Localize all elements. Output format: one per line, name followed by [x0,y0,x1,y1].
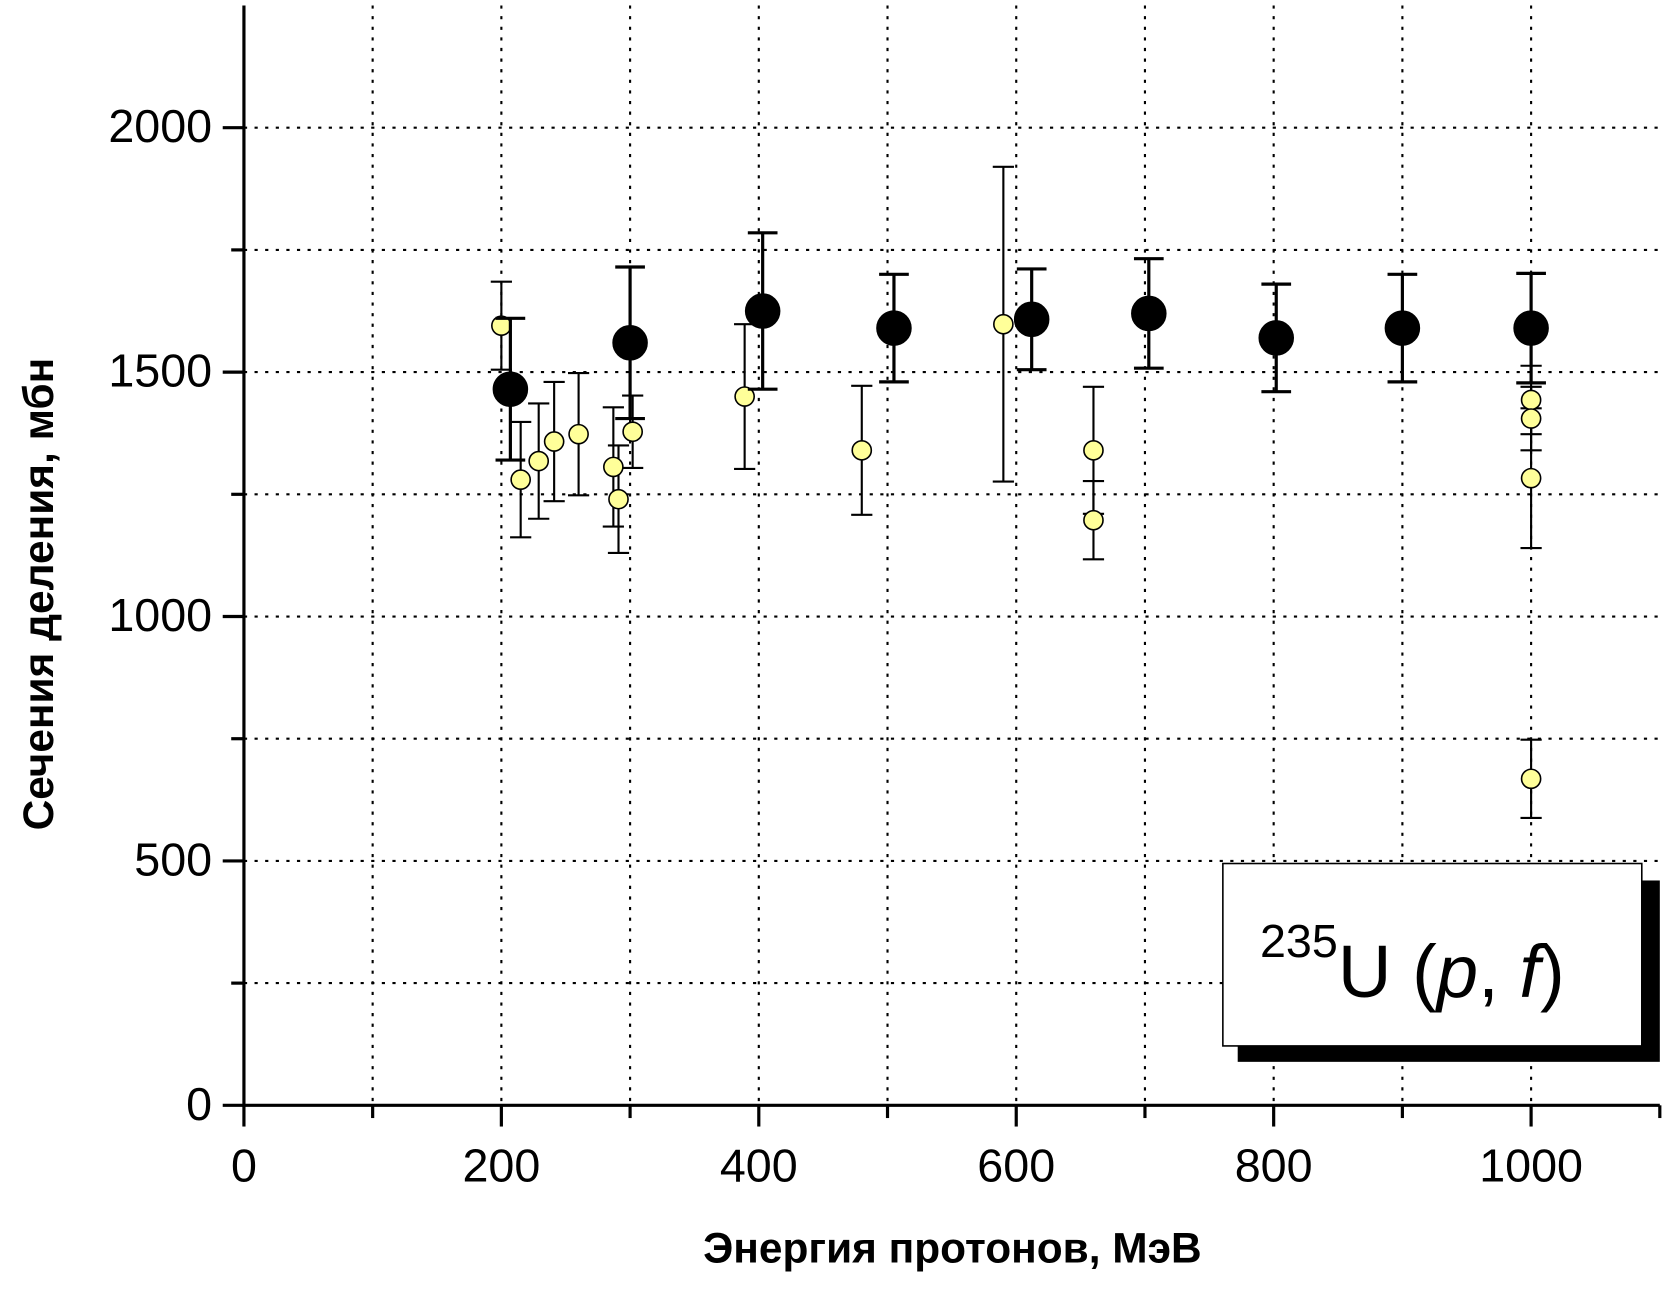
annotation-part: , [1478,930,1519,1013]
annotation: 235U (p, f) [1260,915,1565,1013]
point [1258,320,1295,356]
point [622,421,643,443]
point [1520,768,1542,790]
y-tick-label: 500 [134,833,212,885]
point [1083,439,1104,461]
point [1520,467,1542,489]
point [1131,295,1167,332]
x-tick-label: 800 [1235,1139,1313,1191]
point [603,456,624,478]
point [993,313,1014,335]
point [543,431,565,452]
x-tick-label: 400 [720,1139,798,1191]
x-tick-label: 600 [977,1139,1055,1191]
point [568,423,589,445]
y-tick-label: 1000 [108,589,212,641]
point [528,450,550,472]
point [876,310,912,346]
annotation-part: p [1435,930,1478,1013]
point [1013,301,1050,338]
point [492,371,529,407]
point [1520,389,1542,411]
point [608,488,629,510]
point [612,325,648,361]
point [1083,509,1104,531]
x-tick-label: 0 [231,1139,257,1191]
y-tick-label: 2000 [108,100,212,152]
annotation-box [1222,862,1643,1047]
point [510,469,532,490]
annotation-part: U ( [1338,930,1437,1013]
y-tick-label: 1500 [108,345,212,397]
annotation-part: ) [1540,930,1565,1013]
point [734,386,755,407]
x-tick-label: 200 [462,1139,540,1191]
y-axis-title: Сечения деления, мбн [15,358,62,831]
point [1384,310,1421,346]
y-tick-label: 0 [186,1078,212,1130]
point [851,439,873,461]
point [1520,408,1542,429]
point [1513,310,1549,346]
point [744,293,781,329]
x-tick-label: 1000 [1479,1139,1583,1191]
x-axis-title: Энергия протонов, МэВ [703,1224,1202,1271]
annotation-part: 235 [1260,915,1338,967]
